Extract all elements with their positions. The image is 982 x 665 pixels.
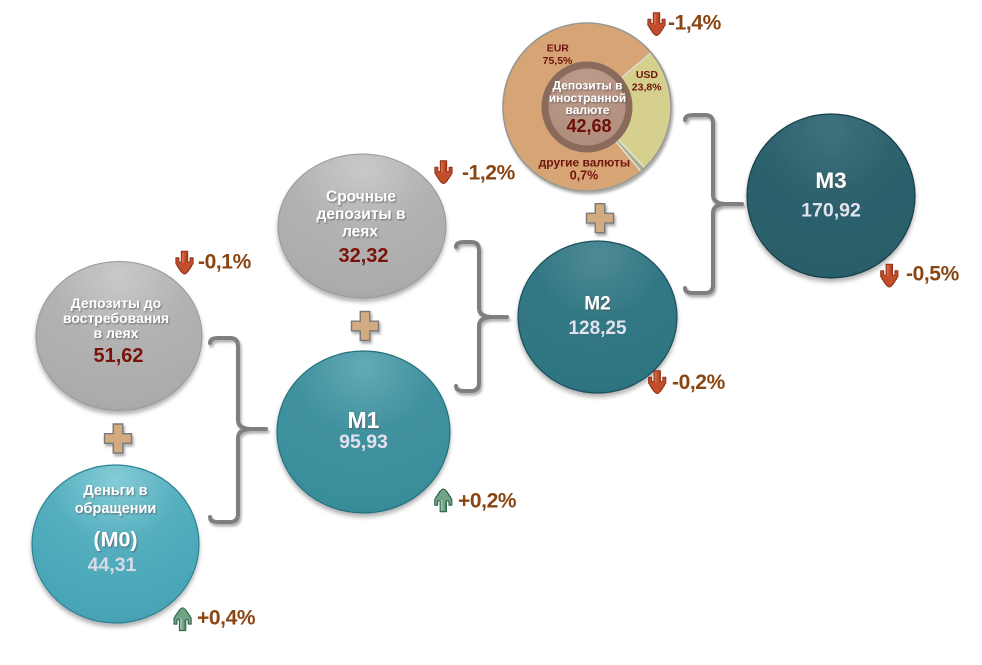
svg-text:валюте: валюте <box>565 103 609 117</box>
svg-text:востребования: востребования <box>63 310 169 326</box>
svg-text:EUR: EUR <box>547 43 570 55</box>
svg-text:32,32: 32,32 <box>338 245 388 267</box>
svg-text:М2: М2 <box>584 294 610 315</box>
svg-text:другие валюты: другие валюты <box>539 156 630 170</box>
svg-text:170,92: 170,92 <box>801 200 861 222</box>
svg-text:23,8%: 23,8% <box>632 82 662 94</box>
svg-text:USD: USD <box>636 69 659 81</box>
svg-text:44,31: 44,31 <box>88 554 137 576</box>
svg-text:депозиты в: депозиты в <box>317 206 406 223</box>
svg-text:обращении: обращении <box>75 501 157 517</box>
svg-text:51,62: 51,62 <box>93 345 143 367</box>
svg-text:М1: М1 <box>348 407 380 433</box>
svg-text:-0,2%: -0,2% <box>672 371 726 394</box>
svg-text:Деньги в: Деньги в <box>83 483 147 499</box>
svg-text:0,7%: 0,7% <box>570 169 599 183</box>
svg-text:+0,2%: +0,2% <box>458 490 517 513</box>
svg-text:+0,4%: +0,4% <box>197 607 256 630</box>
svg-text:М3: М3 <box>815 168 846 193</box>
svg-text:95,93: 95,93 <box>339 431 388 453</box>
svg-text:-1,4%: -1,4% <box>668 12 722 35</box>
svg-text:-0,5%: -0,5% <box>906 263 960 286</box>
svg-text:иностранной: иностранной <box>549 91 627 105</box>
svg-text:-1,2%: -1,2% <box>462 162 516 185</box>
svg-text:в леях: в леях <box>94 325 139 341</box>
svg-text:леях: леях <box>342 224 378 241</box>
svg-text:Депозиты в: Депозиты в <box>553 79 623 93</box>
svg-text:128,25: 128,25 <box>568 318 627 339</box>
svg-text:75,5%: 75,5% <box>543 55 573 67</box>
svg-text:Срочные: Срочные <box>326 189 396 206</box>
svg-text:42,68: 42,68 <box>566 116 611 136</box>
svg-text:(М0): (М0) <box>93 528 137 552</box>
svg-text:Депозиты до: Депозиты до <box>71 295 161 311</box>
svg-text:-0,1%: -0,1% <box>198 251 252 274</box>
